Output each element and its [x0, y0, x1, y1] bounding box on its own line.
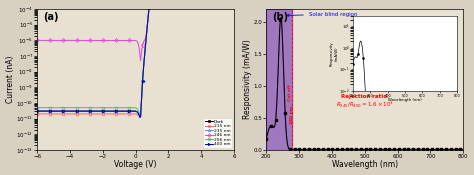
256 nm [34, 107, 40, 109]
Y-axis label: Responsivity (mA/W): Responsivity (mA/W) [243, 40, 252, 119]
215 nm [35, 113, 41, 115]
Text: Cut off: Cut off [289, 84, 292, 101]
235 nm [137, 116, 143, 118]
Dark [137, 116, 143, 118]
Text: Rejection ratio:
$R_{245}/R_{400}=1.6\times10^3$: Rejection ratio: $R_{245}/R_{400}=1.6\ti… [336, 94, 393, 110]
Legend: Dark, 215 nm, 235 nm, 246 nm, 256 nm, 400 nm: Dark, 215 nm, 235 nm, 246 nm, 256 nm, 40… [203, 118, 232, 148]
Line: 246 nm: 246 nm [36, 0, 236, 62]
X-axis label: Voltage (V): Voltage (V) [114, 160, 157, 169]
235 nm [35, 110, 41, 112]
Line: Dark: Dark [36, 0, 236, 118]
Line: 256 nm: 256 nm [36, 0, 236, 118]
246 nm [138, 60, 144, 62]
Y-axis label: Current (nA): Current (nA) [6, 56, 15, 103]
215 nm [34, 113, 40, 115]
235 nm [34, 110, 40, 112]
Dark [34, 110, 40, 112]
215 nm [137, 117, 143, 119]
246 nm [34, 39, 40, 41]
Dark [35, 110, 41, 112]
400 nm [34, 110, 40, 112]
256 nm [138, 115, 144, 117]
246 nm [35, 39, 41, 41]
Line: 215 nm: 215 nm [36, 0, 236, 119]
Text: 280 nm: 280 nm [290, 106, 294, 124]
X-axis label: Wavelength (nm): Wavelength (nm) [332, 160, 398, 169]
Line: 235 nm: 235 nm [36, 0, 236, 118]
256 nm [35, 107, 41, 109]
Text: (a): (a) [43, 12, 58, 22]
Bar [266, 9, 292, 150]
400 nm [137, 116, 143, 118]
Text: (b): (b) [272, 12, 288, 22]
Text: Solar blind region: Solar blind region [287, 12, 357, 17]
Line: 400 nm: 400 nm [36, 0, 236, 118]
400 nm [35, 110, 41, 112]
